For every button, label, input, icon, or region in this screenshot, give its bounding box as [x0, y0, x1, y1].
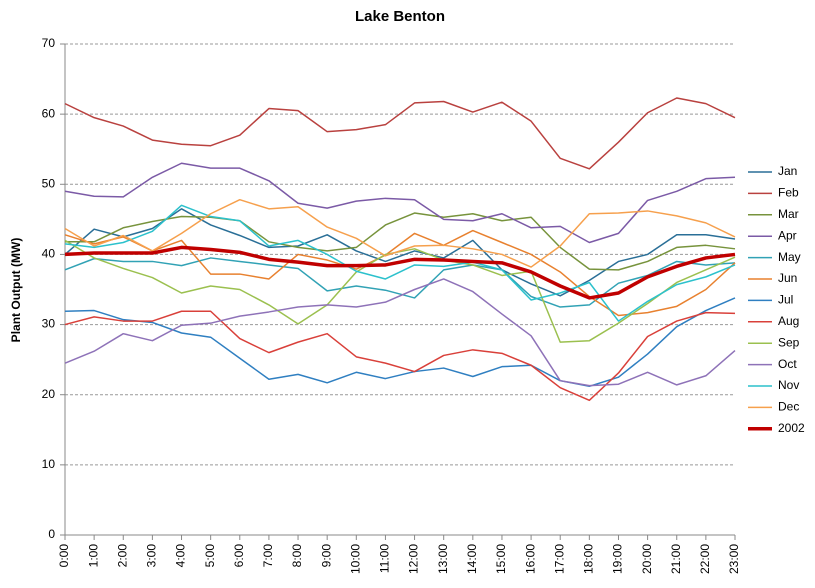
series-line	[64, 162, 736, 244]
series-line	[65, 212, 736, 271]
x-tick-label: 14:00	[465, 544, 479, 574]
x-tick-label: 4:00	[174, 544, 188, 568]
legend-label: Apr	[778, 228, 797, 242]
x-tick-label: 19:00	[611, 544, 625, 574]
x-tick-label: 9:00	[319, 544, 333, 568]
legend-label: Jul	[778, 293, 793, 307]
x-tick-label: 15:00	[494, 544, 508, 574]
series-line	[64, 198, 736, 268]
y-tick-label: 20	[42, 387, 56, 401]
y-tick-label: 10	[42, 457, 56, 471]
legend-label: Jun	[778, 271, 797, 285]
series-line	[64, 278, 736, 387]
legend-label: Jan	[778, 164, 797, 178]
legend-label: Oct	[778, 357, 797, 371]
series-line	[64, 208, 736, 297]
series-line	[64, 204, 736, 322]
series-line	[64, 310, 736, 402]
x-tick-label: 16:00	[523, 544, 537, 574]
series-line	[64, 229, 736, 317]
x-tick-label: 13:00	[436, 544, 450, 574]
legend-label: Feb	[778, 186, 799, 200]
legend-label: Aug	[778, 314, 799, 328]
x-tick-label: 21:00	[669, 544, 683, 574]
legend-label: May	[778, 250, 801, 264]
x-tick-label: 20:00	[640, 544, 654, 574]
chart-title: Lake Benton	[355, 8, 445, 25]
x-tick-label: 7:00	[261, 544, 275, 568]
x-tick-label: 6:00	[232, 544, 246, 568]
x-tick-label: 2:00	[115, 544, 129, 568]
series-line	[64, 97, 736, 170]
legend-label: Mar	[778, 207, 799, 221]
x-tick-label: 23:00	[727, 544, 741, 574]
legend-label: 2002	[778, 421, 805, 435]
legend-label: Nov	[778, 378, 799, 392]
x-tick-label: 12:00	[407, 544, 421, 574]
x-tick-label: 18:00	[582, 544, 596, 574]
series-line	[64, 245, 736, 300]
y-tick-label: 70	[42, 36, 56, 50]
x-tick-label: 11:00	[378, 544, 392, 573]
x-tick-label: 8:00	[290, 544, 304, 568]
y-tick-label: 40	[42, 247, 56, 261]
legend-label: Sep	[778, 335, 800, 349]
y-tick-label: 50	[42, 176, 56, 190]
x-tick-label: 1:00	[86, 544, 100, 568]
x-tick-label: 17:00	[552, 544, 566, 574]
x-tick-label: 22:00	[698, 544, 712, 574]
x-tick-label: 3:00	[145, 544, 159, 568]
series-line	[64, 257, 736, 308]
series-line	[64, 297, 736, 388]
legend-label: Dec	[778, 400, 799, 414]
y-tick-label: 60	[42, 106, 56, 120]
x-tick-label: 10:00	[348, 544, 362, 574]
x-tick-label: 0:00	[57, 544, 71, 568]
y-tick-label: 30	[42, 317, 56, 331]
y-tick-label: 0	[48, 527, 55, 541]
x-tick-label: 5:00	[203, 544, 217, 568]
y-axis-title: Plant Output (MW)	[9, 238, 23, 343]
